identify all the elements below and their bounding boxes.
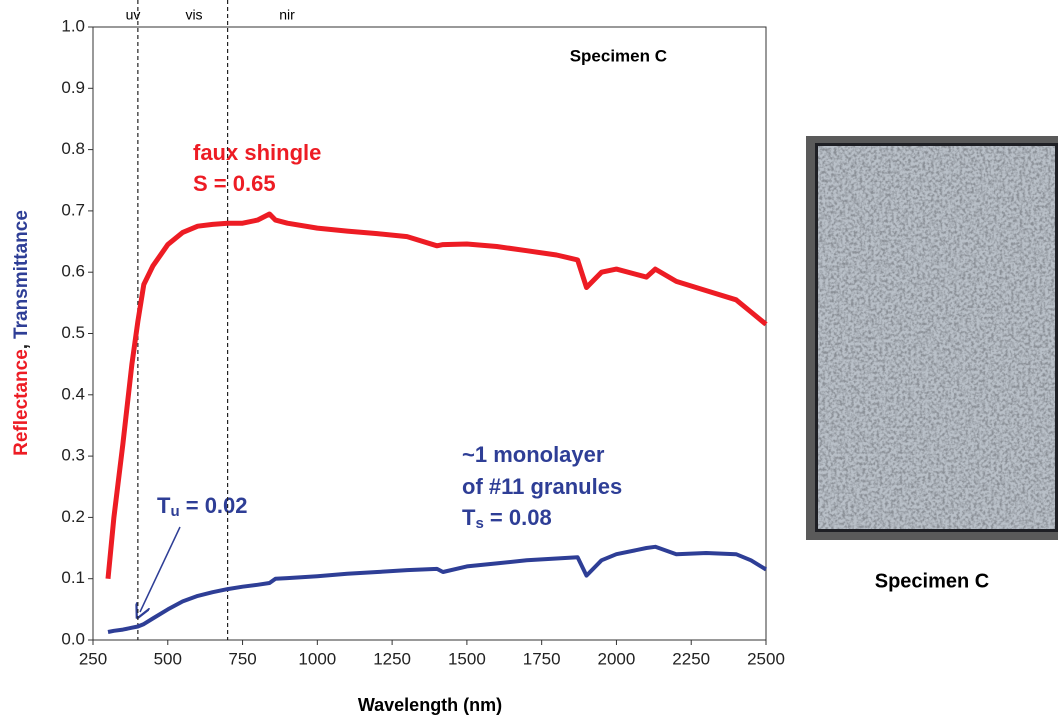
y-tick-label: 0.8 xyxy=(61,139,85,158)
annotation: faux shingle xyxy=(193,140,321,165)
y-tick-label: 0.6 xyxy=(61,262,85,281)
photo-caption: Specimen C xyxy=(875,570,989,592)
series-line xyxy=(107,544,768,634)
region-label: nir xyxy=(279,7,295,23)
annotation: Ts = 0.08 xyxy=(462,505,552,532)
annotation-part: u xyxy=(170,503,179,520)
x-tick-label: 500 xyxy=(154,649,182,668)
y-tick-label: 1.0 xyxy=(61,16,85,35)
annotation-part: = 0.08 xyxy=(484,505,552,530)
chart-title: Specimen C xyxy=(570,46,667,65)
specimen-photo xyxy=(806,136,1058,540)
y-tick-label: 0.1 xyxy=(61,568,85,587)
x-tick-label: 1000 xyxy=(298,649,336,668)
x-tick-label: 1500 xyxy=(448,649,486,668)
x-axis-label: Wavelength (nm) xyxy=(358,695,502,715)
plot-frame xyxy=(92,26,767,641)
annotation: Tu = 0.02 xyxy=(157,493,248,520)
x-tick-label: 2250 xyxy=(672,649,710,668)
y-label-part: Transmittance xyxy=(11,210,32,339)
annotation-arrow xyxy=(140,526,181,612)
region-label: uv xyxy=(126,7,141,23)
x-tick-label: 1250 xyxy=(373,649,411,668)
annotation-part: T xyxy=(462,505,476,530)
x-tick-label: 2500 xyxy=(747,649,785,668)
annotation: S = 0.65 xyxy=(193,171,276,196)
y-tick-label: 0.4 xyxy=(61,384,85,403)
x-tick-label: 1750 xyxy=(523,649,561,668)
annotation-part: s xyxy=(475,515,483,532)
y-tick-label: 0.3 xyxy=(61,446,85,465)
x-tick-label: 250 xyxy=(79,649,107,668)
photo-texture xyxy=(818,146,1055,529)
y-axis-label: Reflectance, Transmittance xyxy=(11,210,32,456)
annotation: of #11 granules xyxy=(462,474,622,499)
y-tick-label: 0.2 xyxy=(61,507,85,526)
series-line xyxy=(105,211,768,579)
y-label-part: Reflectance xyxy=(11,349,32,456)
y-label-part: , xyxy=(11,344,32,349)
region-label: vis xyxy=(185,7,202,23)
plot: 0.0 0.1 0.2 0.3 0.4 0.5 0.6 0.7 0.8 0.9 1.0 250 500 7… xyxy=(61,0,785,668)
y-tick-label: 0.5 xyxy=(61,323,85,342)
annotation-part: T xyxy=(157,493,171,518)
y-tick-label: 0.0 xyxy=(61,629,85,648)
x-tick-label: 2000 xyxy=(598,649,636,668)
y-tick-label: 0.7 xyxy=(61,200,85,219)
annotation: ~1 monolayer xyxy=(462,442,605,467)
annotation-part: = 0.02 xyxy=(180,493,248,518)
x-tick-label: 750 xyxy=(228,649,256,668)
y-tick-label: 0.9 xyxy=(61,78,85,97)
